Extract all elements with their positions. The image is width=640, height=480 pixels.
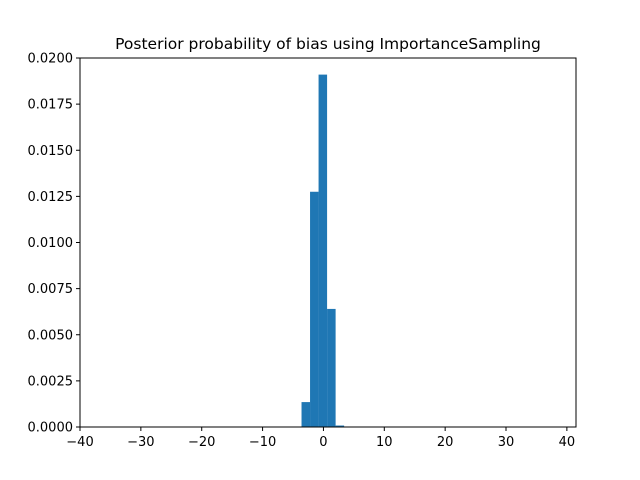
y-tick-label-3: 0.0075 — [28, 282, 74, 297]
y-tick-label-8: 0.0200 — [28, 52, 74, 67]
x-tick-label-3: −10 — [249, 435, 276, 450]
plot-frame — [79, 57, 577, 428]
x-tick-label-1: −30 — [127, 435, 154, 450]
y-tick-label-2: 0.0050 — [28, 328, 74, 343]
y-tick-label-6: 0.0150 — [28, 144, 74, 159]
y-tick-label-1: 0.0025 — [28, 374, 74, 389]
x-tick-label-2: −20 — [188, 435, 215, 450]
x-tick-label-0: −40 — [66, 435, 93, 450]
bars-group — [301, 74, 345, 427]
histogram-bar-2 — [318, 74, 328, 427]
x-tick-label-7: 30 — [498, 435, 515, 450]
histogram-bar-0 — [301, 402, 311, 427]
y-tick-label-0: 0.0000 — [28, 421, 74, 436]
histogram-bar-3 — [327, 308, 336, 427]
histogram-bar-1 — [310, 191, 319, 427]
chart-title: Posterior probability of bias using Impo… — [115, 35, 541, 53]
y-tick-label-7: 0.0175 — [28, 98, 74, 113]
x-tick-label-6: 20 — [437, 435, 454, 450]
y-tick-label-4: 0.0100 — [28, 236, 74, 251]
x-tick-label-5: 10 — [376, 435, 393, 450]
histogram-bar-4 — [335, 425, 345, 427]
y-tick-label-5: 0.0125 — [28, 190, 74, 205]
x-tick-label-4: 0 — [319, 435, 327, 450]
y-axis: 0.0000 0.0025 0.0050 0.0075 0.0100 0.0125 0.01… — [28, 52, 80, 436]
x-axis: −40 −30 −20 −10 0 10 20 30 40 — [66, 427, 575, 450]
x-tick-label-8: 40 — [559, 435, 576, 450]
